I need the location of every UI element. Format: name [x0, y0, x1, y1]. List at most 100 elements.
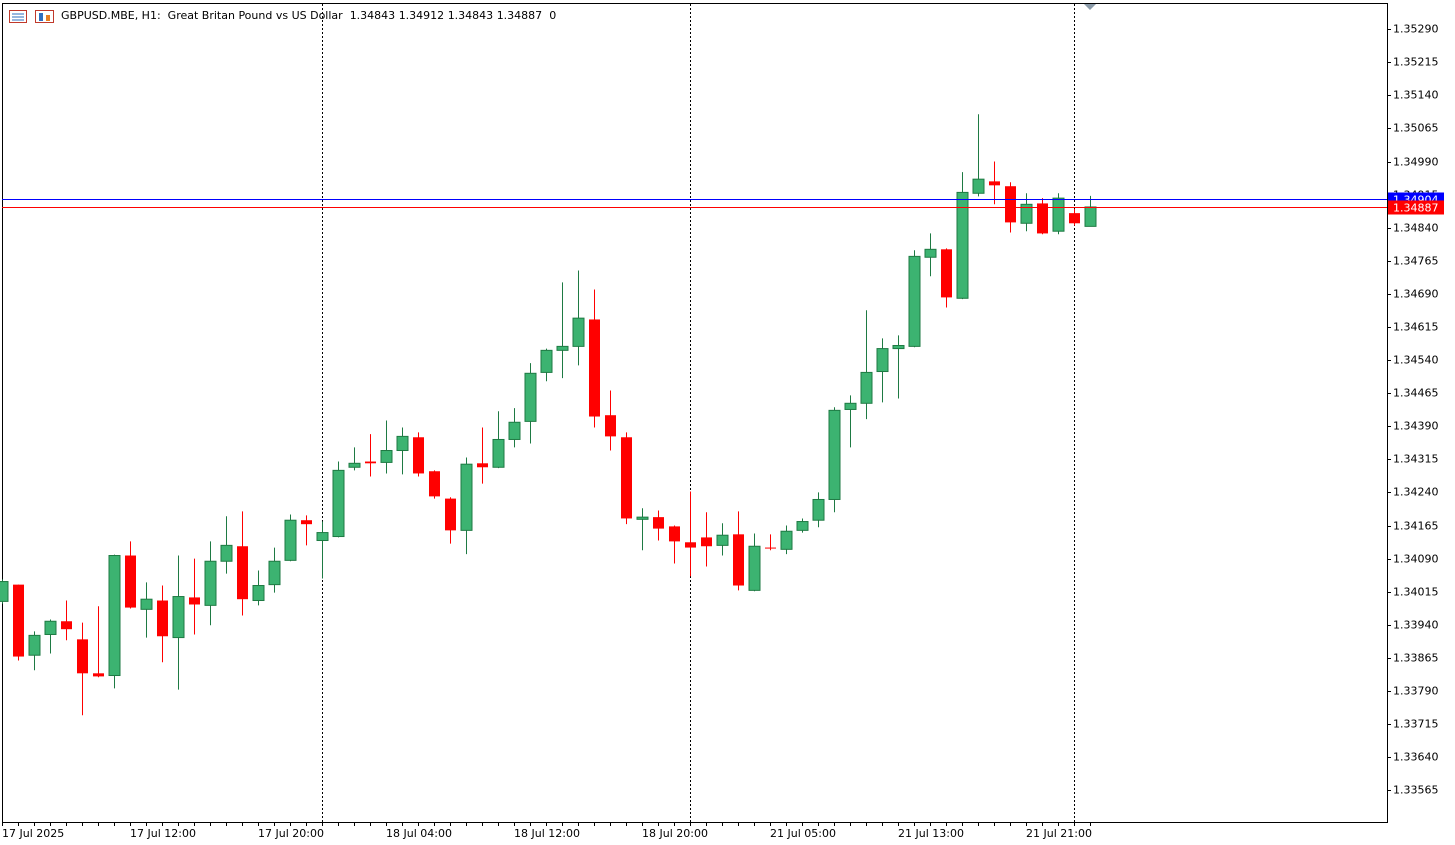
candle-body	[93, 673, 104, 677]
symbol-icon	[9, 10, 27, 23]
y-tick-label: 1.34315	[1393, 453, 1439, 466]
price-label: 1.34887	[1393, 202, 1439, 215]
y-tick-label: 1.33565	[1393, 784, 1439, 797]
candle-body	[13, 584, 24, 657]
y-tick-label: 1.34390	[1393, 420, 1439, 433]
candle-body	[316, 532, 329, 542]
y-tick-label: 1.34465	[1393, 387, 1439, 400]
price-label-box	[1388, 200, 1444, 215]
candle-body	[733, 534, 744, 586]
x-tick-label: 17 Jul 2025	[2, 827, 64, 840]
candle-body	[844, 402, 857, 410]
candle-body	[765, 547, 776, 549]
y-tick-label: 1.34165	[1393, 520, 1439, 533]
candle-body	[508, 421, 521, 440]
candle-body	[301, 520, 312, 525]
candle-body	[621, 437, 632, 519]
candles	[0, 114, 1097, 716]
candle-body	[1037, 203, 1048, 234]
candle-body	[1005, 186, 1016, 223]
open-value: 1.34843	[349, 9, 396, 22]
candle-body	[332, 469, 345, 538]
x-tick-label: 17 Jul 20:00	[258, 827, 324, 840]
chart-type-icon	[35, 10, 54, 23]
candle-body	[556, 345, 569, 351]
candle-body	[908, 255, 921, 347]
y-tick-label: 1.34765	[1393, 255, 1439, 268]
candle-body	[237, 546, 248, 600]
close-value: 1.34887	[496, 9, 543, 22]
candle-body	[108, 555, 121, 677]
y-tick-label: 1.33715	[1393, 718, 1439, 731]
candle-body	[125, 555, 136, 608]
candle-body	[1084, 206, 1097, 227]
candle-body	[780, 530, 793, 550]
candle-body	[365, 461, 376, 464]
x-tick-label: 18 Jul 20:00	[642, 827, 708, 840]
candle-body	[685, 542, 696, 548]
candle-body	[189, 597, 200, 605]
candle-body	[924, 248, 937, 258]
plot-frame	[2, 3, 1388, 823]
x-tick-label: 21 Jul 21:00	[1026, 827, 1092, 840]
candle-body	[204, 560, 217, 606]
candle-body	[157, 600, 168, 637]
y-tick-label: 1.35140	[1393, 89, 1439, 102]
y-tick-label: 1.34240	[1393, 486, 1439, 499]
low-value: 1.34843	[447, 9, 494, 22]
candle-body	[860, 371, 873, 404]
candle-body	[572, 317, 585, 347]
candle-body	[796, 521, 809, 531]
candle-body	[429, 471, 440, 497]
candle-body	[956, 191, 969, 299]
x-tick-label: 18 Jul 04:00	[386, 827, 452, 840]
candle-body	[77, 639, 88, 674]
candle-body	[972, 178, 985, 194]
candle-body	[828, 409, 841, 500]
candle-body	[396, 435, 409, 452]
candle-body	[812, 498, 825, 521]
candle-body	[605, 415, 616, 437]
y-tick-label: 1.35290	[1393, 23, 1439, 36]
candle-body	[28, 634, 41, 656]
candle-body	[989, 181, 1000, 186]
chart-header: GBPUSD.MBE, H1: Great Britan Pound vs US…	[61, 9, 556, 22]
candle-body	[284, 519, 297, 561]
y-tick-label: 1.33940	[1393, 619, 1439, 632]
y-tick-label: 1.34990	[1393, 156, 1439, 169]
candle-body	[0, 581, 9, 602]
candle-body	[380, 450, 393, 463]
candle-body	[941, 249, 952, 298]
shift-marker[interactable]	[1084, 4, 1096, 10]
candle-body	[252, 585, 265, 602]
candle-body	[892, 344, 905, 350]
candle-body	[492, 438, 505, 468]
candle-body	[172, 596, 185, 639]
y-tick-label: 1.34090	[1393, 553, 1439, 566]
candle-body	[524, 372, 537, 422]
candle-body	[1069, 213, 1080, 224]
y-tick-label: 1.34615	[1393, 321, 1439, 334]
candle-body	[653, 517, 664, 529]
candle-body	[44, 620, 57, 635]
y-tick-label: 1.33640	[1393, 751, 1439, 764]
x-tick-label: 21 Jul 13:00	[898, 827, 964, 840]
y-tick-label: 1.33865	[1393, 652, 1439, 665]
symbol: GBPUSD.MBE, H1:	[61, 9, 161, 22]
y-tick-label: 1.34690	[1393, 288, 1439, 301]
x-tick-label: 21 Jul 05:00	[770, 827, 836, 840]
candle-body	[413, 437, 424, 474]
candle-body	[589, 319, 600, 417]
candle-body	[477, 463, 488, 468]
y-tick-label: 1.33790	[1393, 685, 1439, 698]
y-tick-label: 1.34840	[1393, 222, 1439, 235]
candle-body	[540, 349, 553, 373]
y-tick-label: 1.34015	[1393, 586, 1439, 599]
volume-value: 0	[549, 9, 557, 22]
x-tick-label: 17 Jul 12:00	[130, 827, 196, 840]
description: Great Britan Pound vs US Dollar	[167, 9, 343, 22]
candle-body	[220, 544, 233, 562]
x-tick-label: 18 Jul 12:00	[514, 827, 580, 840]
